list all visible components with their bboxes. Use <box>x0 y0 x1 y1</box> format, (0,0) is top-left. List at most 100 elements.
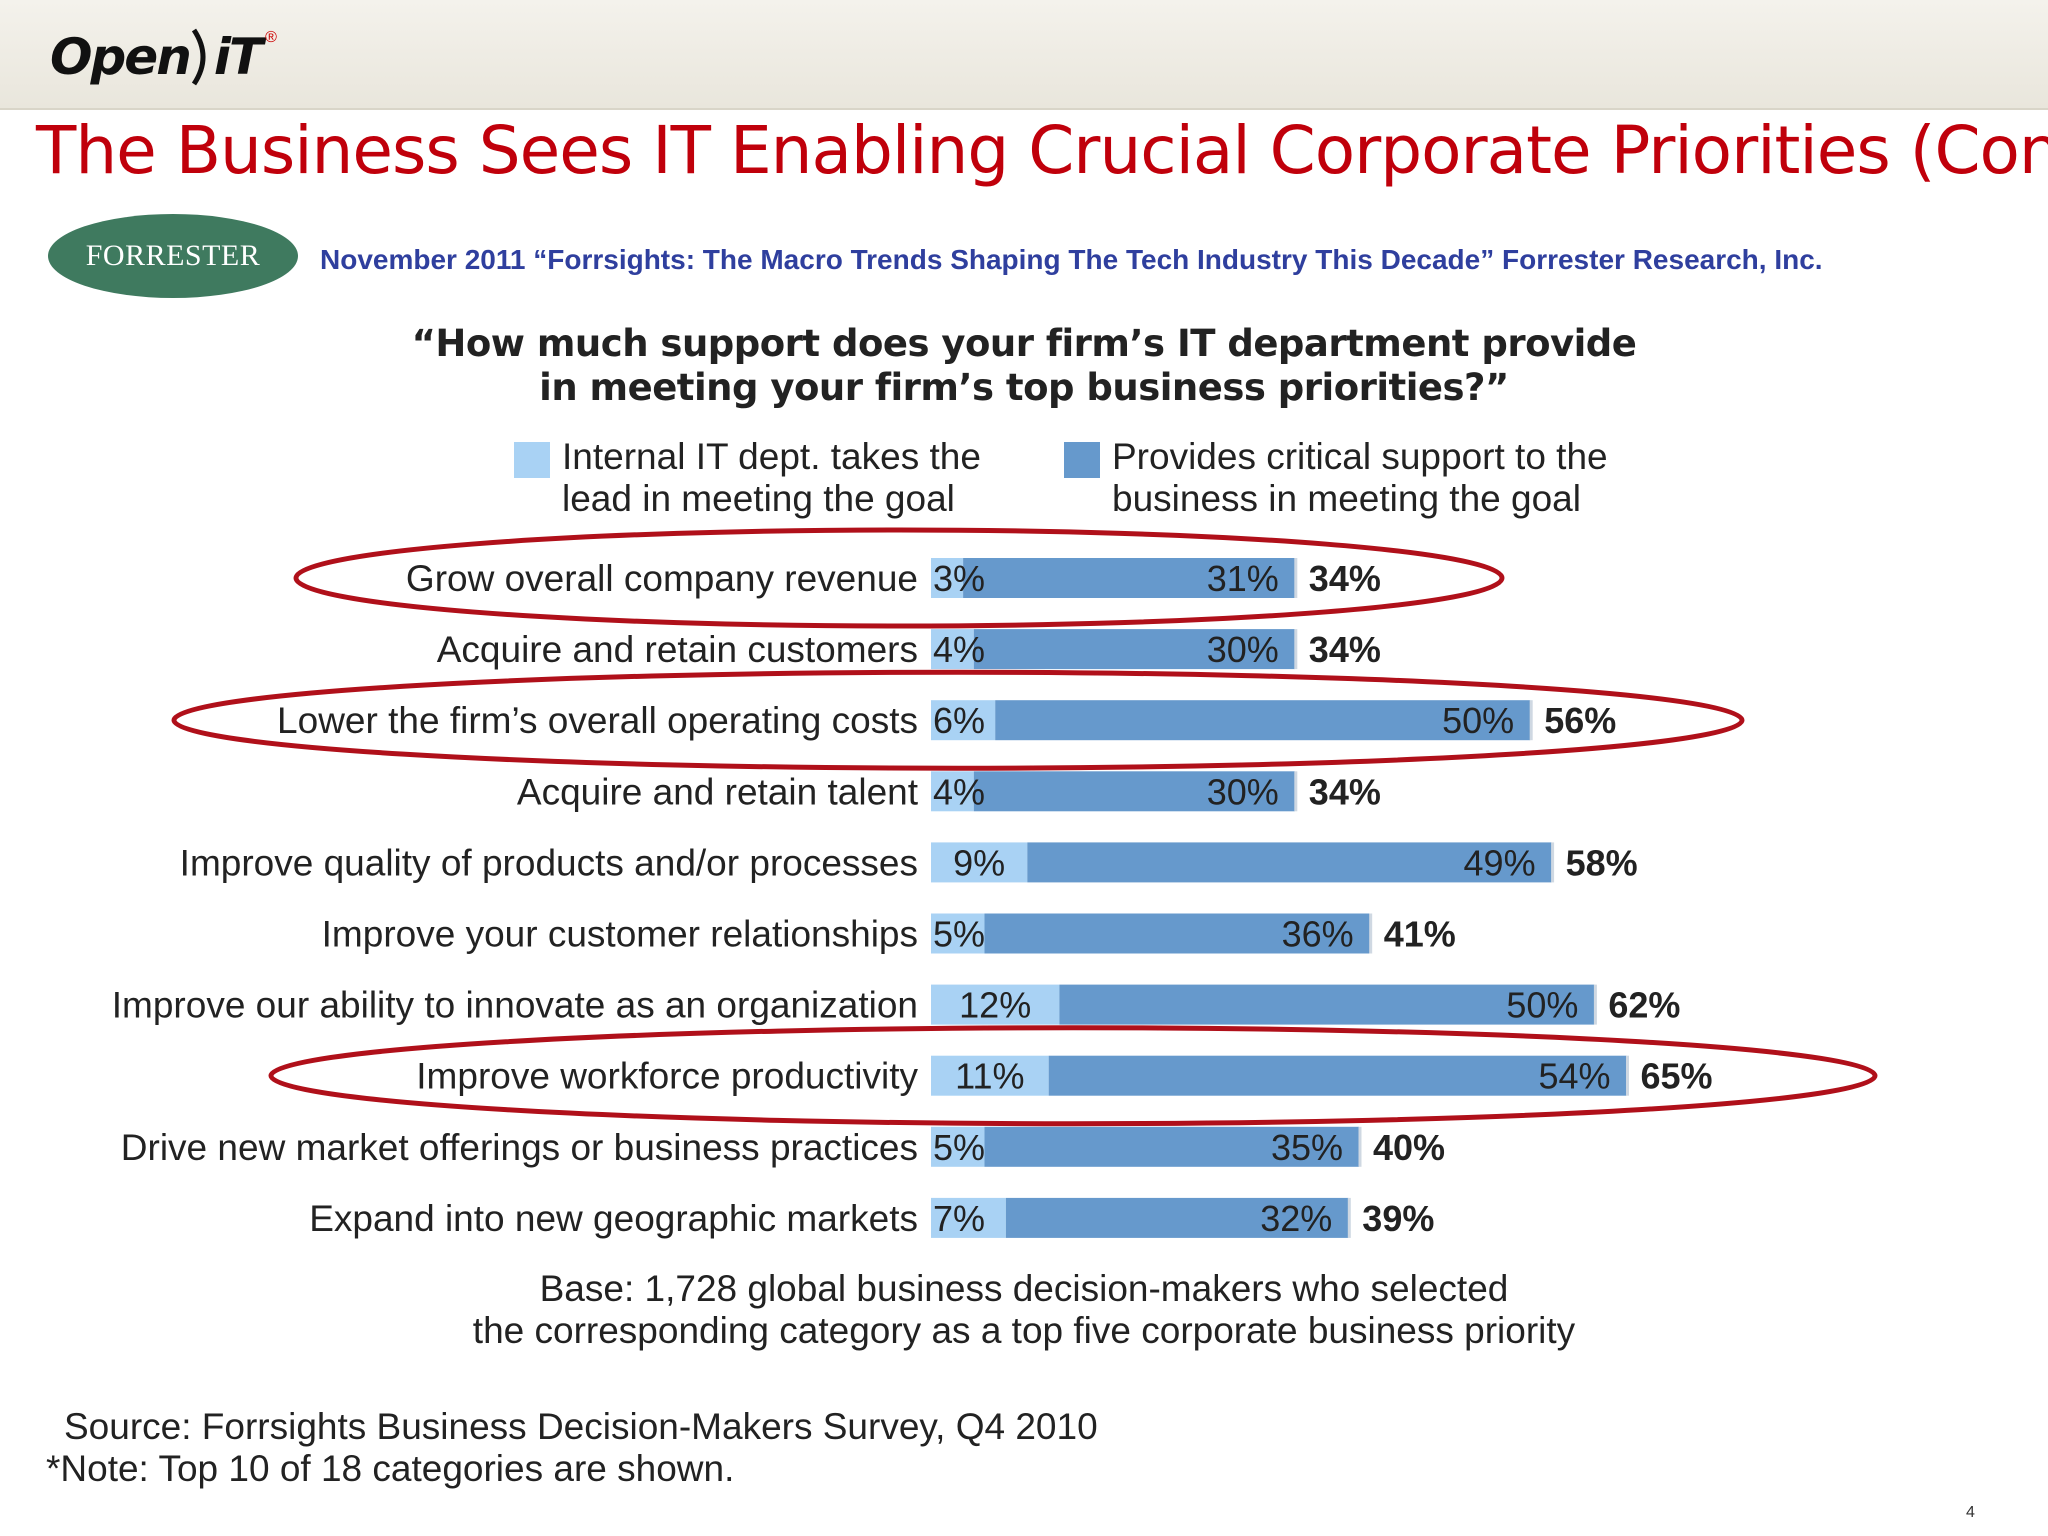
bar-support <box>963 558 1295 598</box>
data-label-total: 65% <box>1641 1056 1713 1097</box>
data-label-total: 34% <box>1309 629 1381 670</box>
bar-lead <box>931 629 974 670</box>
data-label-total: 41% <box>1384 914 1456 955</box>
highlight-ellipse <box>293 527 1505 629</box>
bar-row: Improve quality of products and/or proce… <box>180 842 1638 883</box>
bar-row: Drive new market offerings or business p… <box>121 1126 1445 1168</box>
data-label-lead: 6% <box>933 700 985 741</box>
bar-support <box>1027 842 1552 883</box>
data-label-lead: 4% <box>933 771 985 812</box>
bar-support <box>984 913 1370 954</box>
data-label-support: 36% <box>1282 914 1354 955</box>
header-band <box>0 0 2048 110</box>
bar-row: Grow overall company revenue 3% 31% 34% <box>406 558 1381 599</box>
bar-lead <box>931 913 985 954</box>
legend-lead-line2: lead in meeting the goal <box>562 478 955 519</box>
category-label: Drive new market offerings or business p… <box>121 1127 918 1168</box>
data-label-total: 34% <box>1309 558 1381 599</box>
category-label: Grow overall company revenue <box>406 558 918 599</box>
footnote: *Note: Top 10 of 18 categories are shown… <box>46 1448 735 1489</box>
logo-it: iT <box>213 28 263 86</box>
legend-lead-text: Internal IT dept. takes the lead in meet… <box>562 436 981 520</box>
bar-support <box>1048 1055 1627 1096</box>
bar-lead <box>931 1197 1006 1238</box>
bar-support <box>973 771 1295 812</box>
bar-row: Acquire and retain talent 4% 30% 34% <box>517 771 1381 812</box>
bar-row: Improve our ability to innovate as an or… <box>112 984 1680 1026</box>
legend-support-swatch <box>1064 442 1100 478</box>
logo-registered: ® <box>265 29 277 46</box>
chart-question-line2: in meeting your firm’s top business prio… <box>539 366 1509 409</box>
data-label-lead: 7% <box>933 1198 985 1239</box>
bar-support <box>1059 984 1595 1025</box>
category-label: Improve workforce productivity <box>416 1056 918 1097</box>
data-label-total: 40% <box>1373 1127 1445 1168</box>
data-label-lead: 9% <box>953 842 1005 883</box>
highlight-ellipse <box>171 669 1745 771</box>
data-label-support: 30% <box>1207 771 1279 812</box>
source-note: Source: Forrsights Business Decision-Mak… <box>64 1406 1098 1447</box>
category-label: Lower the firm’s overall operating costs <box>277 700 918 741</box>
bar-support <box>1005 1197 1349 1238</box>
openit-logo: Open iT ® <box>50 22 277 92</box>
bar-lead <box>931 842 1028 883</box>
legend-support-line1: Provides critical support to the <box>1112 436 1608 477</box>
data-label-lead: 5% <box>933 914 985 955</box>
bar-support <box>984 1126 1359 1167</box>
category-label: Improve your customer relationships <box>322 914 918 955</box>
base-note-line1: Base: 1,728 global business decision-mak… <box>539 1268 1509 1309</box>
legend-lead: Internal IT dept. takes the lead in meet… <box>514 436 981 520</box>
bar-lead <box>931 700 996 741</box>
bar-row: Lower the firm’s overall operating costs… <box>277 700 1616 741</box>
data-label-total: 56% <box>1544 700 1616 741</box>
category-label: Improve our ability to innovate as an or… <box>112 985 918 1026</box>
data-label-support: 50% <box>1442 700 1514 741</box>
bar-lead <box>931 1055 1049 1096</box>
data-label-total: 39% <box>1362 1198 1434 1239</box>
logo-bracket-icon <box>191 28 206 86</box>
forrester-logo: FORRESTER <box>48 214 298 298</box>
page-title: The Business Sees IT Enabling Crucial Co… <box>36 112 2048 189</box>
legend-support-text: Provides critical support to the busines… <box>1112 436 1608 520</box>
category-label: Improve quality of products and/or proce… <box>180 842 918 883</box>
data-label-lead: 11% <box>955 1056 1024 1097</box>
data-label-lead: 5% <box>933 1127 985 1168</box>
data-label-total: 58% <box>1566 842 1638 883</box>
category-label: Acquire and retain customers <box>437 629 918 670</box>
bar-row: Expand into new geographic markets 7% 32% 3… <box>309 1197 1434 1239</box>
data-label-support: 31% <box>1207 558 1279 599</box>
data-label-support: 50% <box>1506 985 1578 1026</box>
bar-lead <box>931 984 1060 1025</box>
bar-lead <box>931 1126 985 1167</box>
bar-lead <box>931 771 974 812</box>
bar-lead <box>931 558 964 598</box>
base-note-line2: the corresponding category as a top five… <box>472 1310 1576 1351</box>
data-label-support: 32% <box>1260 1198 1332 1239</box>
bar-row: Improve your customer relationships 5% 36%… <box>322 913 1456 955</box>
legend-lead-line1: Internal IT dept. takes the <box>562 436 981 477</box>
data-label-support: 49% <box>1464 842 1536 883</box>
bar-row: Improve workforce productivity 11% 54% 65% <box>416 1055 1713 1097</box>
bar-support <box>995 700 1531 741</box>
category-label: Acquire and retain talent <box>517 771 919 812</box>
legend-support: Provides critical support to the busines… <box>1064 436 1608 520</box>
data-label-lead: 4% <box>933 629 985 670</box>
category-label: Expand into new geographic markets <box>309 1198 918 1239</box>
chart-question-line1: “How much support does your firm’s IT de… <box>411 322 1637 365</box>
data-label-support: 30% <box>1207 629 1279 670</box>
page-number: 4 <box>1966 1504 1975 1521</box>
data-label-lead: 12% <box>959 985 1031 1026</box>
logo-text: Open <box>50 28 192 86</box>
data-label-total: 62% <box>1608 985 1680 1026</box>
data-label-support: 35% <box>1271 1127 1343 1168</box>
bar-support <box>973 629 1295 670</box>
data-label-lead: 3% <box>933 558 985 599</box>
data-label-total: 34% <box>1309 771 1381 812</box>
highlight-ellipse <box>268 1025 1878 1127</box>
citation: November 2011 “Forrsights: The Macro Tre… <box>320 244 1823 275</box>
bar-row: Acquire and retain customers 4% 30% 34% <box>437 629 1381 670</box>
legend-lead-swatch <box>514 442 550 478</box>
data-label-support: 54% <box>1538 1056 1610 1097</box>
legend-support-line2: business in meeting the goal <box>1112 478 1581 519</box>
